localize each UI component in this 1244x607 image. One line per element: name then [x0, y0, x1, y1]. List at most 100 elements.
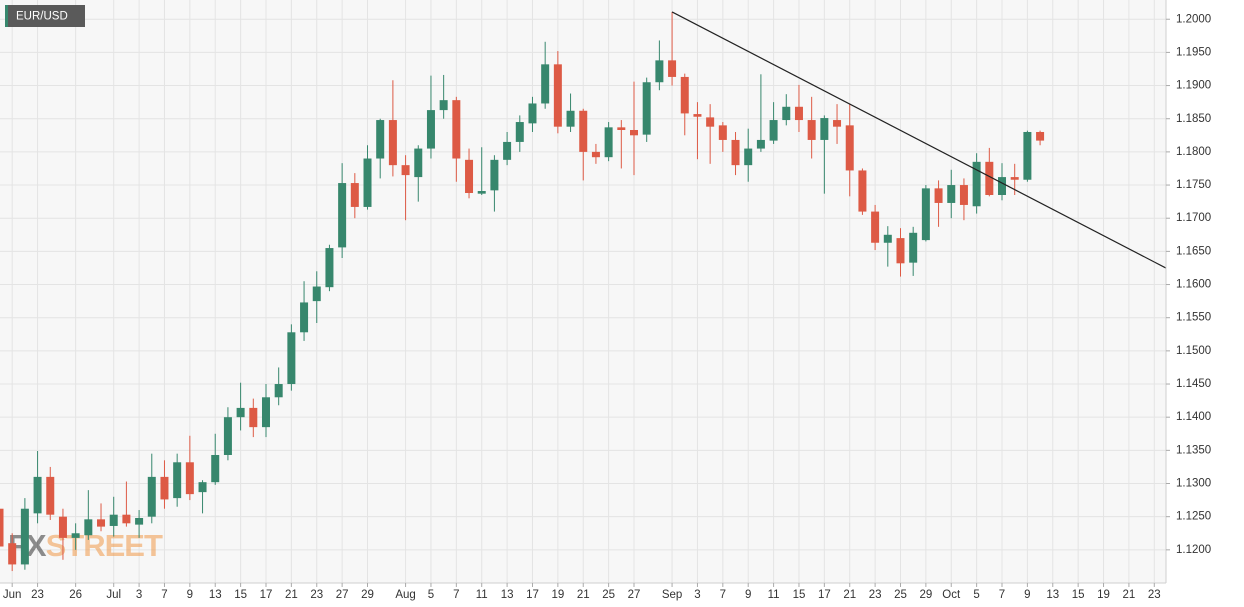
x-tick-label: 29 — [361, 589, 374, 601]
candle-body — [515, 122, 524, 142]
candle-body — [0, 508, 4, 547]
candle-body — [287, 332, 296, 385]
y-tick-label: 1.1450 — [1176, 378, 1211, 390]
candle-body — [579, 110, 588, 152]
candle-body — [845, 125, 854, 171]
candle-body — [426, 110, 435, 149]
x-tick-label: 5 — [428, 589, 434, 601]
x-tick-label: 5 — [973, 589, 979, 601]
candle-body — [731, 139, 740, 166]
x-tick-label: 19 — [1097, 589, 1110, 601]
x-tick-label: 29 — [919, 589, 932, 601]
y-tick-label: 1.1500 — [1176, 345, 1211, 357]
candle-body — [20, 508, 29, 565]
candle-body — [160, 476, 169, 500]
x-tick-label: 9 — [1024, 589, 1030, 601]
x-tick-label: 9 — [187, 589, 193, 601]
candle-body — [503, 141, 512, 160]
x-tick-label: 17 — [818, 589, 831, 601]
x-tick-label: 15 — [234, 589, 247, 601]
candle-body — [947, 185, 956, 203]
candle-body — [718, 125, 727, 140]
y-tick-label: 1.1900 — [1176, 80, 1211, 92]
candle-body — [655, 60, 664, 83]
x-tick-label: Aug — [395, 589, 415, 601]
candle-body — [934, 188, 943, 203]
x-tick-label: 3 — [694, 589, 700, 601]
candle-body — [439, 100, 448, 111]
candle-body — [300, 302, 309, 333]
candle-body — [985, 161, 994, 195]
candle-body — [807, 120, 816, 140]
x-tick-label: 7 — [161, 589, 167, 601]
candle-body — [71, 533, 80, 538]
candle-body — [630, 129, 638, 136]
candle-body — [871, 211, 880, 243]
candle-body — [363, 158, 372, 207]
x-tick-label: Oct — [942, 589, 961, 601]
candle-body — [33, 476, 42, 514]
y-tick-label: 1.1400 — [1176, 411, 1211, 423]
x-tick-label: 23 — [1148, 589, 1161, 601]
candle-body — [147, 476, 156, 517]
candle-body — [477, 191, 486, 194]
x-tick-label: 23 — [310, 589, 323, 601]
candle-body — [274, 384, 283, 398]
x-tick-label: 25 — [894, 589, 907, 601]
candle-body — [769, 120, 778, 141]
candle-body — [782, 106, 791, 121]
candle-body — [325, 248, 334, 288]
trendline — [671, 11, 1155, 263]
candle-body — [680, 76, 689, 114]
x-tick-label: 27 — [336, 589, 349, 601]
candle-body — [921, 188, 930, 241]
x-tick-label: 13 — [501, 589, 514, 601]
candle-body — [553, 64, 562, 127]
candle-body — [388, 120, 397, 166]
y-tick-label: 1.2000 — [1176, 13, 1211, 25]
candle-body — [642, 82, 651, 135]
candle-body — [8, 543, 17, 565]
candle-body — [591, 151, 600, 158]
candle-body — [668, 60, 677, 77]
candle-body — [312, 286, 321, 302]
candle-body — [97, 519, 106, 527]
candle-body — [820, 118, 829, 140]
candle-body — [604, 127, 613, 158]
candle-body — [833, 120, 842, 127]
candle-body — [350, 183, 359, 207]
candle-body — [998, 177, 1007, 195]
candle-body — [58, 516, 67, 538]
candle-body — [84, 519, 93, 536]
x-tick-label: 17 — [260, 589, 273, 601]
x-tick-label: 15 — [1072, 589, 1085, 601]
candle-body — [794, 106, 803, 121]
candle-body — [693, 114, 702, 117]
candle-body — [756, 139, 765, 149]
y-tick-label: 1.1300 — [1176, 478, 1211, 490]
candle-body — [211, 454, 220, 483]
candle-body — [452, 100, 461, 159]
x-tick-label: 3 — [136, 589, 142, 601]
candle-body — [185, 462, 194, 495]
candle-body — [249, 407, 258, 428]
chart-title: EUR/USD — [16, 11, 68, 23]
y-tick-label: 1.1350 — [1176, 444, 1211, 456]
title-accent — [5, 5, 8, 27]
x-tick-label: Jun — [3, 589, 22, 601]
axes: 1.1200 1.1250 1.1300 1.1350 1.1400 1.1450 1.15… — [3, 13, 1211, 601]
x-tick-label: 9 — [745, 589, 751, 601]
x-tick-label: Sep — [662, 589, 682, 601]
candle-body — [198, 482, 207, 493]
candle-body — [122, 514, 131, 524]
candle-body — [972, 161, 981, 207]
x-tick-label: 27 — [628, 589, 641, 601]
x-tick-label: 25 — [602, 589, 615, 601]
candle-body — [909, 232, 918, 263]
x-tick-label: 15 — [793, 589, 806, 601]
y-tick-label: 1.1850 — [1176, 113, 1211, 125]
x-tick-label: 21 — [577, 589, 590, 601]
candle-body — [566, 110, 575, 127]
x-tick-label: 21 — [285, 589, 298, 601]
